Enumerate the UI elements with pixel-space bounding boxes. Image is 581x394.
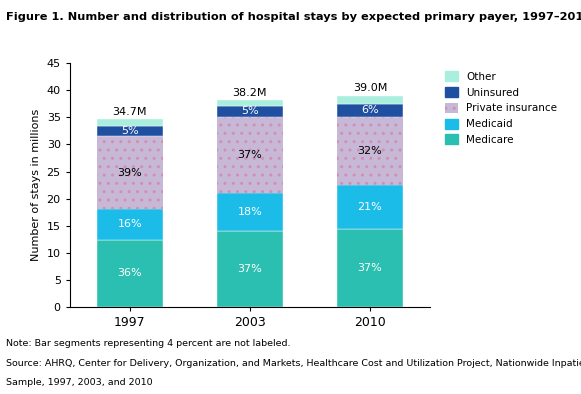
Bar — [217, 230, 283, 307]
Bar — [217, 100, 283, 106]
Text: 37%: 37% — [238, 150, 262, 160]
Bar — [96, 240, 163, 307]
Y-axis label: Number of stays in millions: Number of stays in millions — [31, 109, 41, 261]
Text: Note: Bar segments representing 4 percent are not labeled.: Note: Bar segments representing 4 percen… — [6, 339, 290, 348]
Text: 21%: 21% — [357, 202, 382, 212]
Text: 32%: 32% — [357, 146, 382, 156]
Text: 39%: 39% — [117, 167, 142, 178]
Bar — [217, 193, 283, 230]
Text: 6%: 6% — [361, 106, 379, 115]
Text: 34.7M: 34.7M — [113, 107, 147, 117]
Text: 37%: 37% — [238, 264, 262, 274]
Text: Figure 1. Number and distribution of hospital stays by expected primary payer, 1: Figure 1. Number and distribution of hos… — [6, 12, 581, 22]
Bar — [217, 117, 283, 193]
Bar — [217, 106, 283, 117]
Bar — [96, 126, 163, 136]
Bar — [337, 184, 403, 229]
Text: 5%: 5% — [121, 126, 139, 136]
Text: 16%: 16% — [117, 219, 142, 229]
Bar — [337, 117, 403, 184]
Bar — [337, 104, 403, 117]
Text: Sample, 1997, 2003, and 2010: Sample, 1997, 2003, and 2010 — [6, 378, 152, 387]
Text: 5%: 5% — [241, 106, 259, 116]
Text: 18%: 18% — [238, 207, 262, 217]
Bar — [96, 119, 163, 126]
Bar — [96, 136, 163, 209]
Bar — [96, 209, 163, 240]
Text: 37%: 37% — [357, 263, 382, 273]
Bar — [337, 96, 403, 104]
Text: 39.0M: 39.0M — [353, 84, 387, 93]
Text: Source: AHRQ, Center for Delivery, Organization, and Markets, Healthcare Cost an: Source: AHRQ, Center for Delivery, Organ… — [6, 359, 581, 368]
Text: 38.2M: 38.2M — [232, 88, 267, 98]
Text: 36%: 36% — [117, 268, 142, 279]
Bar — [337, 229, 403, 307]
Legend: Other, Uninsured, Private insurance, Medicaid, Medicare: Other, Uninsured, Private insurance, Med… — [442, 68, 561, 148]
